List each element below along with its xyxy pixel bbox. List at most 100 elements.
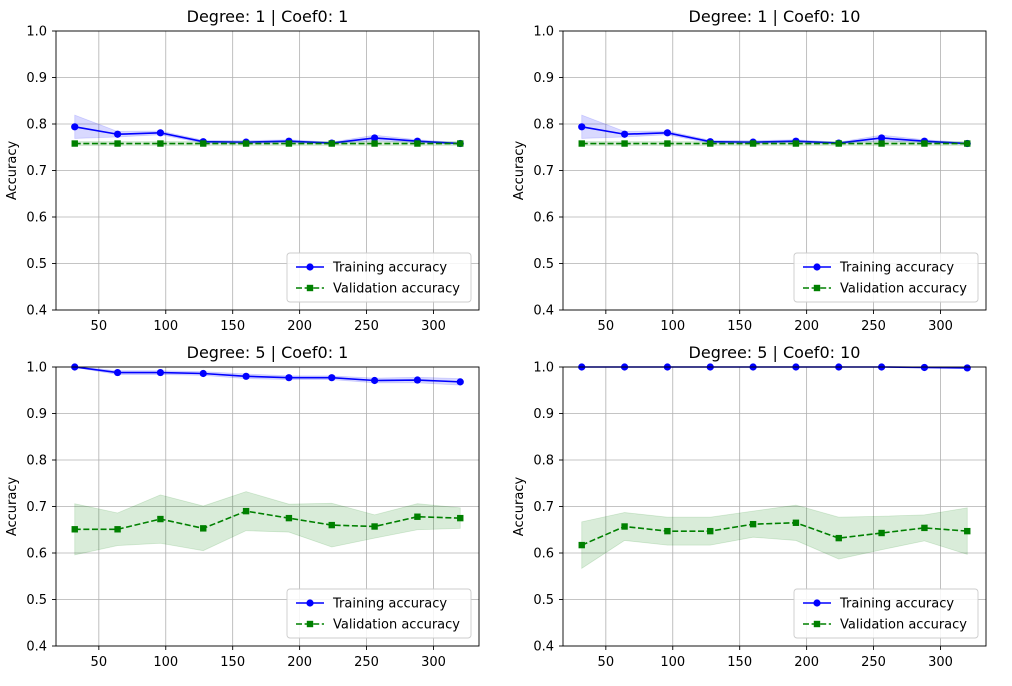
legend-training-marker xyxy=(306,599,314,607)
legend-box xyxy=(793,588,979,639)
validation-accuracy-point xyxy=(200,140,207,147)
y-tick-label: 0.9 xyxy=(533,407,554,422)
validation-accuracy-point xyxy=(749,520,757,528)
validation-accuracy-point xyxy=(114,526,121,533)
x-tick-label: 50 xyxy=(598,319,615,334)
validation-accuracy-point xyxy=(242,140,250,147)
y-tick-label: 0.5 xyxy=(26,593,47,608)
y-tick-label: 0.4 xyxy=(26,640,47,655)
y-tick-label: 0.6 xyxy=(533,547,554,562)
validation-accuracy-point xyxy=(621,140,628,147)
y-tick-label: 1.0 xyxy=(533,25,554,40)
y-tick-label: 0.5 xyxy=(533,593,554,608)
y-tick-label: 1.0 xyxy=(533,361,554,376)
legend-validation-marker xyxy=(813,284,821,292)
y-tick-label: 0.4 xyxy=(533,640,554,655)
validation-accuracy-point xyxy=(457,140,464,147)
x-tick-label: 50 xyxy=(91,655,108,670)
y-axis-label: Accuracy xyxy=(512,141,527,201)
y-tick-label: 0.8 xyxy=(533,118,554,133)
chart-title: Degree: 5 | Coef0: 1 xyxy=(187,343,349,362)
y-axis-label: Accuracy xyxy=(512,477,527,537)
x-tick-label: 100 xyxy=(660,319,685,334)
training-accuracy-point xyxy=(113,368,122,377)
x-tick-label: 250 xyxy=(354,655,379,670)
y-tick-label: 0.6 xyxy=(533,211,554,226)
validation-accuracy-point xyxy=(414,140,421,147)
x-tick-label: 100 xyxy=(153,655,178,670)
y-tick-label: 0.7 xyxy=(533,164,554,179)
validation-accuracy-point xyxy=(371,140,378,147)
chart-title: Degree: 1 | Coef0: 1 xyxy=(187,7,349,26)
validation-accuracy-line xyxy=(74,510,461,531)
x-tick-label: 150 xyxy=(727,319,752,334)
x-tick-label: 150 xyxy=(220,655,245,670)
legend-training-label: Training accuracy xyxy=(332,597,447,612)
training-accuracy-point xyxy=(328,374,336,382)
legend-training-label: Training accuracy xyxy=(839,261,954,276)
validation-accuracy-point xyxy=(792,519,800,526)
training-accuracy-point xyxy=(578,123,586,131)
x-tick-label: 250 xyxy=(354,319,379,334)
x-tick-label: 300 xyxy=(928,319,953,334)
legend-training-label: Training accuracy xyxy=(332,261,447,276)
x-tick-label: 300 xyxy=(421,655,446,670)
x-tick-label: 100 xyxy=(153,319,178,334)
y-axis-label: Accuracy xyxy=(5,141,20,201)
training-accuracy-point xyxy=(413,376,422,384)
y-tick-label: 0.5 xyxy=(533,257,554,272)
training-accuracy-point xyxy=(663,129,672,137)
validation-accuracy-band xyxy=(74,491,461,556)
legend: Training accuracy Validation accuracy xyxy=(793,252,979,303)
validation-accuracy-point xyxy=(835,534,842,542)
y-tick-label: 0.4 xyxy=(533,304,554,319)
training-accuracy-band xyxy=(74,366,461,386)
validation-accuracy-point xyxy=(328,521,335,529)
validation-accuracy-point xyxy=(878,140,885,147)
y-tick-label: 1.0 xyxy=(26,25,47,40)
legend-validation-label: Validation accuracy xyxy=(840,282,967,297)
y-tick-label: 0.8 xyxy=(26,454,47,469)
chart-panel-3: 50 100 150 200 250 300 0.4 0.5 0.6 0.7 0.8 0.9 1.0 De… xyxy=(5,343,480,670)
training-accuracy-point xyxy=(456,378,464,386)
x-tick-label: 200 xyxy=(794,319,819,334)
training-accuracy-line xyxy=(74,366,461,383)
legend-validation-label: Validation accuracy xyxy=(333,618,460,633)
legend-validation-label: Validation accuracy xyxy=(840,618,967,633)
training-accuracy-point xyxy=(370,134,379,142)
legend: Training accuracy Validation accuracy xyxy=(286,588,472,639)
validation-accuracy-point xyxy=(242,507,250,515)
x-tick-label: 300 xyxy=(928,655,953,670)
legend: Training accuracy Validation accuracy xyxy=(793,588,979,639)
x-tick-label: 150 xyxy=(220,319,245,334)
training-accuracy-point xyxy=(285,374,293,382)
training-accuracy-line xyxy=(581,126,968,145)
validation-accuracy-point xyxy=(328,140,335,147)
validation-accuracy-point xyxy=(835,140,842,147)
x-tick-label: 250 xyxy=(861,319,886,334)
x-tick-label: 200 xyxy=(794,655,819,670)
validation-accuracy-point xyxy=(414,513,421,520)
validation-accuracy-point xyxy=(114,140,121,147)
validation-accuracy-band xyxy=(581,504,968,570)
validation-accuracy-point xyxy=(664,527,671,535)
x-tick-label: 200 xyxy=(287,319,312,334)
validation-accuracy-point xyxy=(878,529,885,537)
legend-training-marker xyxy=(306,263,314,271)
chart-title: Degree: 1 | Coef0: 10 xyxy=(689,7,861,26)
validation-accuracy-point xyxy=(707,527,714,535)
legend-box xyxy=(286,252,472,303)
validation-accuracy-point xyxy=(792,140,800,147)
legend-validation-marker xyxy=(306,620,314,628)
training-accuracy-point xyxy=(156,368,165,377)
legend-validation-marker xyxy=(306,284,314,292)
chart-panel-1: 50 100 150 200 250 300 0.4 0.5 0.6 0.7 0.8 0.9 1.0 De… xyxy=(5,7,480,334)
y-tick-label: 0.8 xyxy=(26,118,47,133)
x-tick-label: 250 xyxy=(861,655,886,670)
chart-title: Degree: 5 | Coef0: 10 xyxy=(689,343,861,362)
validation-accuracy-point xyxy=(371,523,378,530)
legend-training-marker xyxy=(813,263,821,271)
x-tick-label: 150 xyxy=(727,655,752,670)
validation-accuracy-point xyxy=(157,515,164,523)
